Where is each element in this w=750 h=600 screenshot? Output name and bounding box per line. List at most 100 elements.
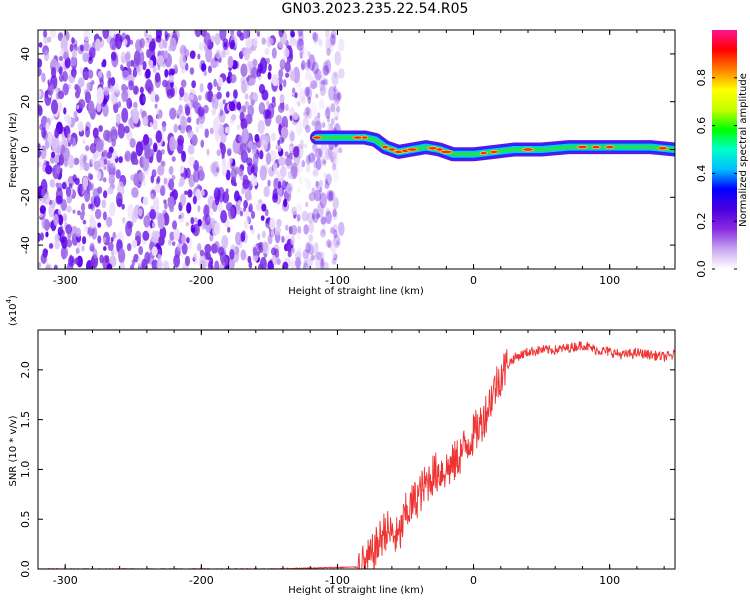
heatmap-cell xyxy=(41,72,46,83)
heatmap-cell xyxy=(221,235,229,249)
heatmap-cell xyxy=(156,108,162,120)
heatmap-cell xyxy=(320,258,324,266)
heatmap-cell xyxy=(290,36,295,44)
heatmap-cell xyxy=(45,122,50,131)
x-tick-label: -100 xyxy=(325,574,350,587)
heatmap-cell xyxy=(331,167,339,183)
heatmap-cell xyxy=(150,90,157,103)
heatmap-cell xyxy=(325,210,332,225)
heatmap-cell xyxy=(102,177,107,183)
heatmap-cell xyxy=(243,46,251,61)
heatmap-cell xyxy=(212,98,216,104)
heatmap-cell xyxy=(62,70,68,82)
heatmap-cell xyxy=(169,231,175,241)
heatmap-cell xyxy=(263,185,270,198)
heatmap-cell xyxy=(110,51,117,61)
heatmap-cell xyxy=(199,83,204,93)
heatmap-cell xyxy=(322,158,327,165)
heatmap-cell xyxy=(96,171,102,181)
heatmap-cell xyxy=(88,47,96,59)
heatmap-cell xyxy=(324,30,332,45)
colorbar-tick-label: 0.4 xyxy=(695,165,708,183)
heatmap-cell xyxy=(306,178,312,191)
heatmap-cell xyxy=(235,205,242,215)
heatmap-cell xyxy=(323,59,328,66)
heatmap-cell xyxy=(313,115,321,127)
heatmap-cell xyxy=(297,30,304,37)
heatmap-cell xyxy=(131,187,139,198)
snr-multiplier-label: (x104) xyxy=(5,295,19,326)
heatmap-cell xyxy=(94,208,102,220)
heatmap-cell xyxy=(70,225,78,239)
heatmap-cell xyxy=(227,55,234,69)
heatmap-cell xyxy=(171,174,176,181)
heatmap-cell xyxy=(296,168,301,177)
heatmap-cell xyxy=(312,213,316,220)
heatmap-cell xyxy=(261,230,266,239)
heatmap-cell xyxy=(305,106,311,116)
heatmap-cell xyxy=(86,82,91,90)
heatmap-cell xyxy=(106,70,112,80)
heatmap-cell xyxy=(45,160,50,167)
heatmap-cell xyxy=(88,182,94,191)
heatmap-cell xyxy=(80,202,86,212)
heatmap-cell xyxy=(98,125,103,133)
heatmap-cell xyxy=(305,154,311,165)
heatmap-cell xyxy=(296,230,302,240)
heatmap-cell xyxy=(308,152,316,164)
heatmap-cell xyxy=(272,188,278,200)
heatmap-cell xyxy=(141,258,148,269)
ridge-peak xyxy=(489,149,499,154)
heatmap-cell xyxy=(297,38,304,47)
heatmap-cell xyxy=(169,107,177,120)
heatmap-cell xyxy=(146,48,151,58)
heatmap-cell xyxy=(324,147,332,160)
heatmap-cell xyxy=(185,167,191,179)
heatmap-cell xyxy=(214,221,221,236)
heatmap-cell xyxy=(122,216,126,224)
heatmap-cell xyxy=(332,152,340,168)
heatmap-cell xyxy=(309,75,315,84)
heatmap-cell xyxy=(258,101,266,115)
heatmap-cell xyxy=(296,120,303,136)
heatmap-cell xyxy=(38,58,43,68)
heatmap-cell xyxy=(259,57,268,74)
heatmap-cell xyxy=(227,148,232,157)
heatmap-cell xyxy=(43,35,49,45)
heatmap-cell xyxy=(315,180,319,187)
heatmap-cell xyxy=(92,248,98,260)
heatmap-cell xyxy=(231,113,237,121)
heatmap-cell xyxy=(294,251,302,262)
heatmap-cell xyxy=(178,214,182,220)
heatmap-cell xyxy=(103,165,107,171)
heatmap-cell xyxy=(228,206,235,220)
heatmap-cell xyxy=(299,51,304,59)
heatmap-cell xyxy=(188,176,193,183)
heatmap-cell xyxy=(204,214,211,226)
heatmap-cell xyxy=(181,243,188,255)
ridge-peak xyxy=(361,135,369,140)
heatmap-cell xyxy=(250,99,255,106)
heatmap-cell xyxy=(330,30,337,39)
heatmap-cell xyxy=(297,246,303,258)
heatmap-cell xyxy=(248,203,253,213)
heatmap-cell xyxy=(282,261,289,269)
heatmap-cell xyxy=(297,187,301,194)
heatmap-cell xyxy=(325,30,330,39)
heatmap-cell xyxy=(300,60,306,70)
ridge-peak xyxy=(576,145,589,150)
x-tick-label: -300 xyxy=(53,574,78,587)
heatmap-cell xyxy=(77,183,83,196)
heatmap-cell xyxy=(180,79,187,88)
heatmap-cell xyxy=(193,168,200,183)
heatmap-cell xyxy=(307,241,312,250)
heatmap-cell xyxy=(51,138,59,151)
heatmap-cell xyxy=(327,147,333,158)
heatmap-cell xyxy=(325,207,330,216)
heatmap-cell xyxy=(111,249,115,257)
heatmap-cell xyxy=(184,190,188,195)
heatmap-cell xyxy=(92,127,99,139)
heatmap-cell xyxy=(290,235,295,246)
heatmap-cell xyxy=(110,236,114,243)
heatmap-cell xyxy=(318,147,324,157)
